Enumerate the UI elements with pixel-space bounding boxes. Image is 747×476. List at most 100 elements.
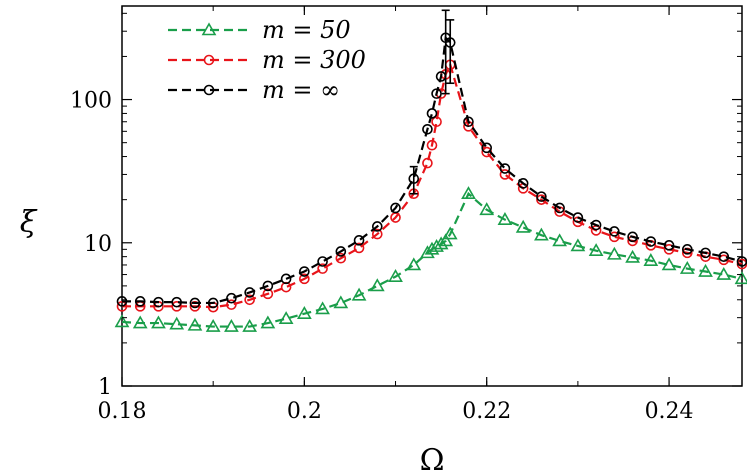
data-point [205,318,221,332]
legend-label: m = 50 [262,16,351,44]
data-point [438,233,454,247]
data-point [609,226,620,237]
data-point [536,191,547,202]
data-point [371,228,383,240]
data-point [718,251,730,262]
data-point [153,296,164,308]
x-tick-label: 0.24 [645,399,694,424]
data-point [317,256,328,267]
data-point [481,142,493,154]
series-layer [114,9,747,332]
data-point [431,116,442,128]
data-point [134,296,146,307]
series-0 [114,186,747,332]
data-point [716,266,732,280]
x-tick-label: 0.2 [287,399,322,424]
data-point [299,273,310,285]
data-point [431,88,442,99]
series-line [122,35,743,305]
data-point [353,235,365,246]
data-point [661,257,677,271]
data-point [171,301,183,312]
data-point [663,244,675,255]
data-point [442,226,458,240]
data-point [698,263,713,277]
data-point [390,202,401,214]
data-point [226,299,237,310]
data-point [497,212,513,225]
legend-item-0: m = 50 [168,16,351,44]
plot-frame [121,5,743,387]
data-point [627,231,638,243]
data-point [517,178,529,189]
data-point [718,254,730,266]
data-point [572,212,584,223]
data-point [408,173,420,185]
x-axis-title: Ω [420,443,445,476]
data-point [351,287,367,301]
data-point [554,202,565,214]
data-point [333,295,349,309]
data-point [151,315,166,329]
data-point [299,266,310,277]
data-point [463,116,474,128]
data-point [645,236,657,247]
data-point [260,315,276,329]
data-point [353,242,365,254]
data-point [132,315,148,329]
data-point [681,244,693,255]
data-point [371,221,383,232]
data-point [388,269,403,282]
data-point [435,71,447,82]
data-point [679,261,695,274]
data-point [262,288,274,300]
y-tick-label: 10 [84,232,112,257]
data-point [515,219,531,233]
data-point [189,301,201,312]
data-point [422,157,433,169]
data-point [606,246,622,260]
data-point [734,271,747,285]
axes: 0.18 0.2 0.22 0.24 1 10 100 [70,6,742,424]
legend-label: m = ∞ [262,76,340,104]
data-point [296,306,312,319]
data-point [406,257,422,271]
series-2 [116,9,747,309]
data-point [203,54,215,66]
data-point [625,249,640,263]
legend-item-2: m = ∞ [168,76,340,104]
data-point [114,314,130,328]
data-point [242,318,258,332]
data-point [534,227,549,241]
data-point [207,297,219,309]
data-point [317,263,328,274]
data-point [335,246,347,257]
data-point [171,296,183,308]
data-point [700,247,711,259]
data-point [335,252,347,264]
x-tick-label: 0.18 [98,399,147,424]
y-axis-title: ξ [20,205,38,240]
data-point [590,219,602,231]
data-point [422,123,433,135]
data-point [369,278,385,292]
data-point [552,233,568,247]
data-point [570,238,586,252]
data-point [609,231,620,243]
data-point [420,245,435,259]
data-point [663,240,675,251]
data-point [499,169,511,180]
data-point [426,139,438,151]
data-point [169,316,185,330]
data-point [315,301,330,315]
data-point [479,202,495,216]
data-point [244,294,255,306]
y-tick-label: 1 [98,375,112,400]
data-point [226,292,237,304]
data-point [201,22,217,36]
data-point [588,243,604,257]
data-point [224,318,239,332]
data-point [499,163,511,174]
data-point [262,280,274,292]
